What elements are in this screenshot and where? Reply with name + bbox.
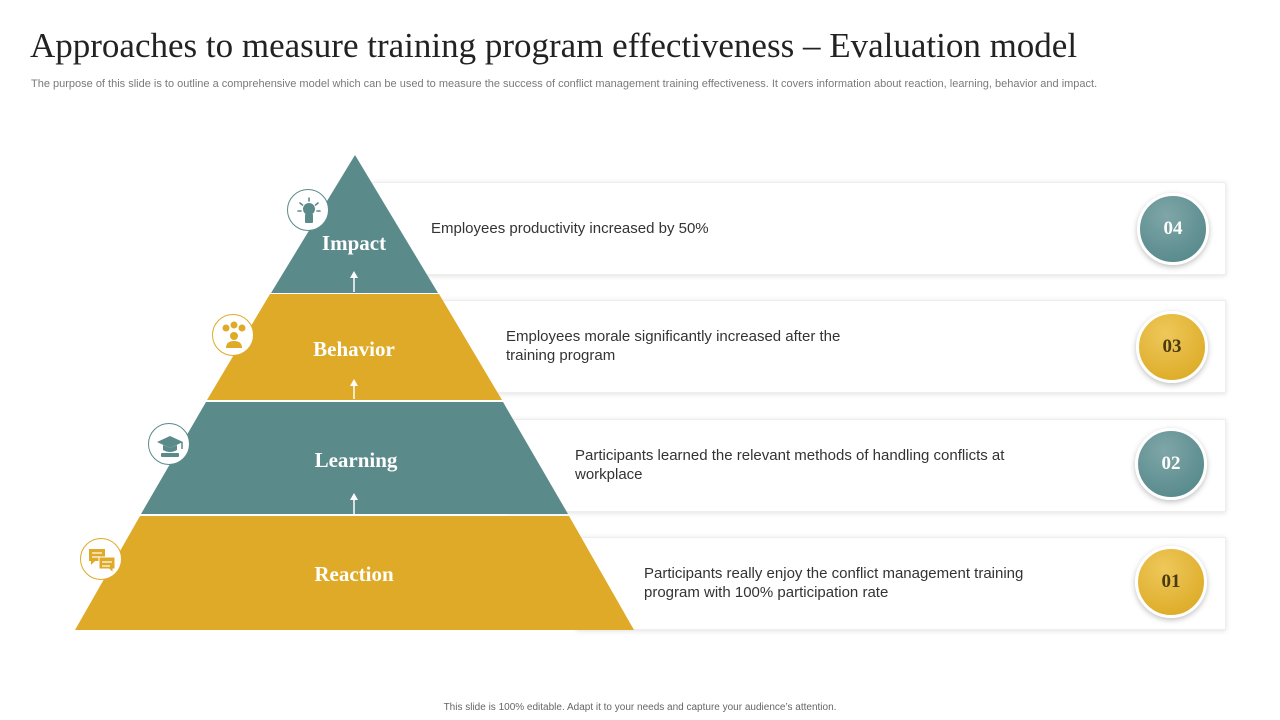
person-emotions-icon [212, 314, 254, 356]
level-card-behavior [436, 300, 1226, 393]
badge-number: 02 [1161, 453, 1181, 474]
level-description-impact: Employees productivity increased by 50% [431, 220, 709, 237]
page-subtitle: The purpose of this slide is to outline … [31, 78, 1098, 90]
tier-label-behavior: Behavior [313, 337, 395, 361]
pyramid-tier-impact [271, 155, 438, 293]
tier-label-impact: Impact [322, 231, 386, 255]
page-title: Approaches to measure training program e… [30, 26, 1078, 65]
level-number-badge-02: 02 [1135, 428, 1207, 500]
level-number-badge-03: 03 [1136, 311, 1208, 383]
arrow-up-icon [350, 379, 358, 399]
pyramid-tier-learning [141, 402, 568, 514]
lightbulb-head-icon [287, 189, 329, 231]
level-card-impact [372, 182, 1226, 275]
pyramid-tier-reaction [75, 516, 634, 630]
badge-number: 01 [1161, 571, 1181, 592]
level-number-badge-04: 04 [1137, 193, 1209, 265]
graduation-cap-icon [148, 423, 190, 465]
level-card-learning [506, 419, 1226, 512]
badge-number: 03 [1162, 336, 1182, 357]
tier-label-learning: Learning [315, 448, 398, 472]
level-description-reaction: Participants really enjoy the conflict m… [644, 565, 1024, 601]
tier-label-reaction: Reaction [314, 562, 394, 586]
arrow-up-icon [350, 271, 358, 292]
level-description-behavior: Employees morale significantly increased… [506, 328, 841, 364]
footer-note: This slide is 100% editable. Adapt it to… [443, 702, 837, 713]
arrow-up-icon [350, 493, 358, 514]
pyramid-tier-behavior [207, 294, 502, 400]
level-description-learning: Participants learned the relevant method… [575, 447, 1005, 483]
level-card-reaction [576, 537, 1226, 630]
chat-bubbles-icon [80, 538, 122, 580]
badge-number: 04 [1163, 218, 1183, 239]
level-number-badge-01: 01 [1135, 546, 1207, 618]
